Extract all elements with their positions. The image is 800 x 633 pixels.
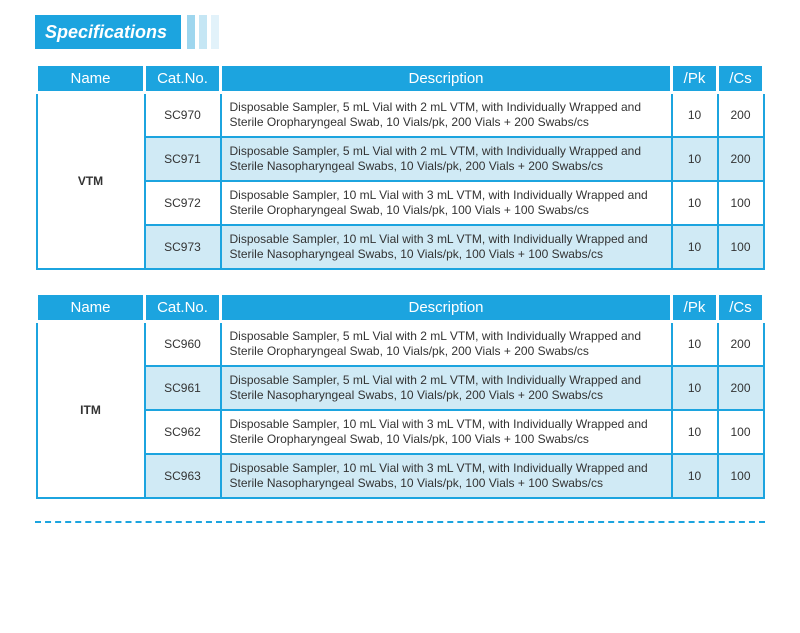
col-pk: /Pk: [672, 65, 718, 93]
col-desc: Description: [221, 294, 672, 322]
table-row: SC971 Disposable Sampler, 5 mL Vial with…: [37, 137, 764, 181]
desc: Disposable Sampler, 5 mL Vial with 2 mL …: [221, 93, 672, 138]
group-name: ITM: [37, 322, 145, 499]
pk: 10: [672, 93, 718, 138]
table-row: SC963 Disposable Sampler, 10 mL Vial wit…: [37, 454, 764, 498]
table-row: SC972 Disposable Sampler, 10 mL Vial wit…: [37, 181, 764, 225]
cat-no: SC972: [145, 181, 221, 225]
pk: 10: [672, 181, 718, 225]
col-cs: /Cs: [718, 65, 764, 93]
desc: Disposable Sampler, 10 mL Vial with 3 mL…: [221, 454, 672, 498]
cs: 100: [718, 410, 764, 454]
section-header: Specifications: [35, 15, 765, 49]
table-row: VTM SC970 Disposable Sampler, 5 mL Vial …: [37, 93, 764, 138]
cs: 100: [718, 454, 764, 498]
cs: 100: [718, 225, 764, 269]
desc: Disposable Sampler, 10 mL Vial with 3 mL…: [221, 410, 672, 454]
cat-no: SC973: [145, 225, 221, 269]
table-row: SC962 Disposable Sampler, 10 mL Vial wit…: [37, 410, 764, 454]
pk: 10: [672, 137, 718, 181]
cat-no: SC962: [145, 410, 221, 454]
section-title: Specifications: [35, 15, 181, 49]
cs: 200: [718, 366, 764, 410]
desc: Disposable Sampler, 5 mL Vial with 2 mL …: [221, 322, 672, 367]
cat-no: SC960: [145, 322, 221, 367]
header-accent-bars: [187, 15, 219, 49]
pk: 10: [672, 410, 718, 454]
accent-bar: [211, 15, 219, 49]
col-cs: /Cs: [718, 294, 764, 322]
divider-dashed: [35, 521, 765, 523]
accent-bar: [187, 15, 195, 49]
cat-no: SC961: [145, 366, 221, 410]
col-cat: Cat.No.: [145, 294, 221, 322]
cat-no: SC970: [145, 93, 221, 138]
pk: 10: [672, 366, 718, 410]
col-pk: /Pk: [672, 294, 718, 322]
table-row: SC973 Disposable Sampler, 10 mL Vial wit…: [37, 225, 764, 269]
table-header-row: Name Cat.No. Description /Pk /Cs: [37, 65, 764, 93]
cs: 200: [718, 93, 764, 138]
cs: 200: [718, 322, 764, 367]
desc: Disposable Sampler, 10 mL Vial with 3 mL…: [221, 225, 672, 269]
spec-table-itm: Name Cat.No. Description /Pk /Cs ITM SC9…: [35, 292, 765, 499]
col-desc: Description: [221, 65, 672, 93]
table-header-row: Name Cat.No. Description /Pk /Cs: [37, 294, 764, 322]
pk: 10: [672, 454, 718, 498]
spec-table-vtm: Name Cat.No. Description /Pk /Cs VTM SC9…: [35, 63, 765, 270]
accent-bar: [199, 15, 207, 49]
cs: 200: [718, 137, 764, 181]
desc: Disposable Sampler, 5 mL Vial with 2 mL …: [221, 366, 672, 410]
group-name: VTM: [37, 93, 145, 270]
desc: Disposable Sampler, 10 mL Vial with 3 mL…: [221, 181, 672, 225]
cat-no: SC971: [145, 137, 221, 181]
pk: 10: [672, 322, 718, 367]
table-row: SC961 Disposable Sampler, 5 mL Vial with…: [37, 366, 764, 410]
pk: 10: [672, 225, 718, 269]
desc: Disposable Sampler, 5 mL Vial with 2 mL …: [221, 137, 672, 181]
col-cat: Cat.No.: [145, 65, 221, 93]
cat-no: SC963: [145, 454, 221, 498]
col-name: Name: [37, 294, 145, 322]
table-row: ITM SC960 Disposable Sampler, 5 mL Vial …: [37, 322, 764, 367]
cs: 100: [718, 181, 764, 225]
col-name: Name: [37, 65, 145, 93]
